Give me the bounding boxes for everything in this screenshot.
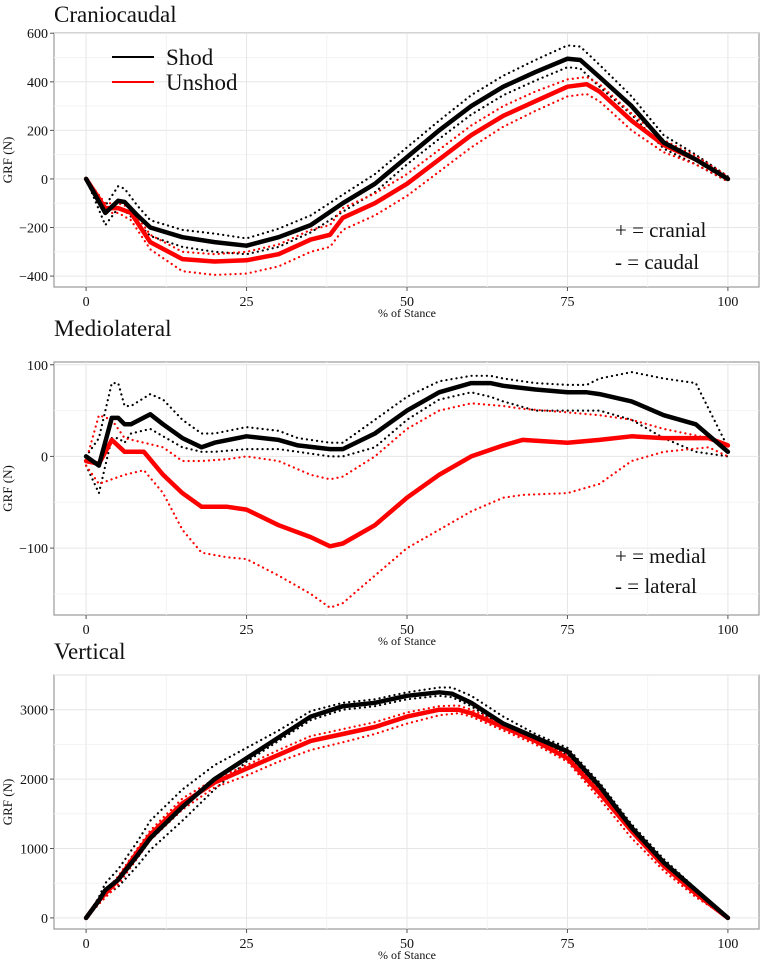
- x-tick-label: 0: [83, 623, 90, 638]
- unshod-mean-line: [83, 434, 731, 549]
- x-tick-label: 0: [83, 937, 90, 952]
- x-tick-label: 75: [560, 623, 574, 638]
- y-tick-label: 600: [27, 27, 48, 42]
- y-tick-label: 400: [27, 76, 48, 91]
- y-tick-label: −200: [19, 222, 48, 237]
- x-tick-label: 25: [240, 623, 254, 638]
- shod-upper-dotted-line: [84, 686, 730, 920]
- x-tick-label: 100: [717, 623, 738, 638]
- x-axis-label: % of Stance: [378, 948, 436, 962]
- x-tick-label: 25: [240, 295, 254, 310]
- y-tick-label: −100: [19, 542, 48, 557]
- shod-lower-dotted-line: [84, 391, 730, 497]
- unshod-upper-dotted-line: [84, 402, 730, 481]
- y-tick-label: 100: [27, 359, 48, 374]
- y-tick-label: 1000: [20, 842, 48, 857]
- shod-mean-line: [83, 56, 731, 248]
- x-tick-label: 50: [400, 937, 414, 952]
- series-group: [83, 686, 731, 921]
- x-axis-label: % of Stance: [378, 306, 436, 320]
- legend-label-unshod: Unshod: [166, 70, 238, 95]
- shod-upper-dotted-line: [84, 370, 730, 458]
- x-axis-label: % of Stance: [378, 634, 436, 648]
- series-group: [83, 370, 731, 609]
- y-tick-label: 3000: [20, 704, 48, 719]
- unshod-lower-dotted-line: [84, 446, 730, 609]
- y-tick-label: 200: [27, 124, 48, 139]
- unshod-upper-dotted-line: [84, 75, 730, 256]
- x-tick-label: 75: [560, 937, 574, 952]
- y-axis-label: GRF (N): [0, 465, 15, 512]
- x-tick-label: 0: [83, 295, 90, 310]
- sign-convention-note: + = cranial: [615, 218, 706, 242]
- x-tick-label: 100: [717, 295, 738, 310]
- x-tick-label: 50: [400, 623, 414, 638]
- y-tick-label: 0: [41, 912, 48, 927]
- shod-mean-line: [83, 690, 731, 921]
- y-tick-label: 0: [41, 450, 48, 465]
- x-tick-label: 50: [400, 295, 414, 310]
- y-tick-label: −400: [19, 270, 48, 285]
- panel-mediolateral: 0 25 50 75 100 −100 0 100 % of Stance GRF (N) Medi…: [0, 316, 760, 648]
- unshod-lower-dotted-line: [84, 92, 730, 277]
- series-group: [83, 44, 731, 277]
- y-tick-label: 0: [41, 173, 48, 188]
- legend-label-shod: Shod: [166, 45, 214, 70]
- shod-mean-line: [83, 380, 731, 468]
- sign-convention-note: + = medial: [615, 544, 706, 568]
- unshod-mean-line: [83, 81, 731, 264]
- sign-convention-note: - = caudal: [615, 250, 699, 274]
- shod-upper-dotted-line: [84, 44, 730, 240]
- y-axis-label: GRF (N): [0, 137, 15, 184]
- panel-craniocaudal: 0 25 50 75 100 −400 −200 0 200 400 600 % of Stance G…: [0, 2, 760, 320]
- panel-title: Vertical: [54, 639, 126, 664]
- panel-title: Mediolateral: [54, 316, 172, 341]
- x-tick-label: 75: [560, 295, 574, 310]
- y-tick-label: 2000: [20, 773, 48, 788]
- x-tick-label: 100: [717, 937, 738, 952]
- panel-title: Craniocaudal: [54, 2, 177, 27]
- sign-convention-note: - = lateral: [615, 574, 697, 598]
- x-tick-label: 25: [240, 937, 254, 952]
- y-axis-label: GRF (N): [0, 779, 15, 826]
